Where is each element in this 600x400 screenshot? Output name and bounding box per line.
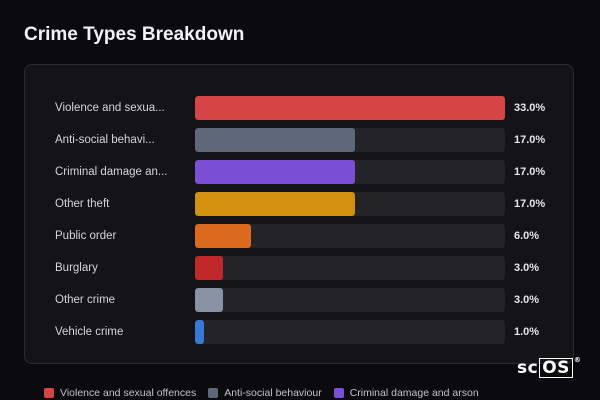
bar-category-label: Criminal damage an...: [55, 166, 168, 178]
bar-value-label: 3.0%: [514, 294, 540, 306]
bar-category-label: Anti-social behavi...: [55, 134, 155, 146]
chart-panel: Violence and sexua... 33.0% Anti-social be…: [24, 64, 574, 364]
bar-row: Other crime 3.0%: [25, 288, 575, 312]
bar-row: Anti-social behavi... 17.0%: [25, 128, 575, 152]
bar[interactable]: [195, 128, 355, 152]
bar-value-label: 3.0%: [514, 262, 540, 274]
legend-swatch: [208, 388, 219, 398]
bar-value-label: 17.0%: [514, 166, 546, 178]
bar-track: [195, 96, 505, 120]
bar[interactable]: [195, 192, 355, 216]
bar-value-label: 6.0%: [514, 230, 540, 242]
bar-category-label: Violence and sexua...: [55, 102, 165, 114]
bar-track: [195, 288, 505, 312]
bar-value-label: 33.0%: [514, 102, 546, 114]
legend-item[interactable]: Violence and sexual offences: [44, 386, 196, 400]
bar-value-label: 17.0%: [514, 134, 546, 146]
legend-label: Anti-social behaviour: [224, 387, 322, 399]
logo-text-os: OS: [539, 358, 573, 378]
bar-track: [195, 320, 505, 344]
bar-category-label: Other theft: [55, 198, 110, 210]
bar-row: Other theft 17.0%: [25, 192, 575, 216]
page-title: Crime Types Breakdown: [24, 24, 245, 45]
bar-track: [195, 128, 505, 152]
bar-track: [195, 192, 505, 216]
bar-row: Burglary 3.0%: [25, 256, 575, 280]
chart-legend: Violence and sexual offences Anti-social …: [44, 386, 479, 400]
legend-item[interactable]: Criminal damage and arson: [333, 386, 479, 400]
legend-item[interactable]: Anti-social behaviour: [208, 386, 322, 400]
bar[interactable]: [195, 288, 223, 312]
legend-swatch: [333, 388, 344, 398]
logo-registered-mark: ®: [573, 356, 582, 364]
bar-value-label: 17.0%: [514, 198, 546, 210]
bar-row: Violence and sexua... 33.0%: [25, 96, 575, 120]
bar-value-label: 1.0%: [514, 326, 540, 338]
bar[interactable]: [195, 256, 223, 280]
bar-row: Criminal damage an... 17.0%: [25, 160, 575, 184]
bar[interactable]: [195, 320, 204, 344]
bar-category-label: Burglary: [55, 262, 98, 274]
logo-text-sc: sc: [517, 358, 539, 378]
legend-label: Violence and sexual offences: [60, 387, 197, 399]
bar-track: [195, 224, 505, 248]
bar[interactable]: [195, 160, 355, 184]
brand-logo: sc OS ®: [517, 356, 582, 378]
bar-row: Public order 6.0%: [25, 224, 575, 248]
bar-category-label: Vehicle crime: [55, 326, 124, 338]
legend-label: Criminal damage and arson: [349, 387, 479, 399]
bar-track: [195, 256, 505, 280]
bar-category-label: Public order: [55, 230, 117, 242]
bar[interactable]: [195, 224, 251, 248]
bar-track: [195, 160, 505, 184]
bar-category-label: Other crime: [55, 294, 116, 306]
bar-row: Vehicle crime 1.0%: [25, 320, 575, 344]
legend-swatch: [44, 388, 54, 398]
bar[interactable]: [195, 96, 505, 120]
